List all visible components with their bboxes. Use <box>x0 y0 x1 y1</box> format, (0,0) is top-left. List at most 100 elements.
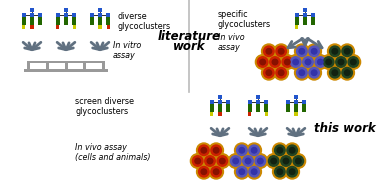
Circle shape <box>324 57 334 67</box>
Circle shape <box>344 70 350 75</box>
Bar <box>22 17 26 21</box>
Bar <box>248 104 252 108</box>
Bar <box>218 95 222 99</box>
Bar <box>256 104 260 108</box>
Bar <box>24 68 108 71</box>
Text: In vivo assay
(cells and animals): In vivo assay (cells and animals) <box>75 143 150 162</box>
Text: In vitro
assay: In vitro assay <box>113 41 141 60</box>
Bar <box>30 17 34 21</box>
Circle shape <box>209 143 223 158</box>
Circle shape <box>263 68 274 78</box>
Circle shape <box>211 166 222 177</box>
Circle shape <box>287 145 297 156</box>
Bar <box>31 25 34 28</box>
Bar <box>90 21 94 25</box>
Circle shape <box>294 44 309 59</box>
Bar <box>295 13 299 17</box>
Bar <box>248 100 252 104</box>
Circle shape <box>233 158 239 164</box>
Circle shape <box>262 65 276 80</box>
Circle shape <box>197 143 211 158</box>
Bar <box>210 108 214 112</box>
Text: work: work <box>173 41 205 53</box>
Circle shape <box>266 154 281 168</box>
Circle shape <box>336 57 346 67</box>
Circle shape <box>334 55 348 69</box>
Text: In vivo
assay: In vivo assay <box>218 33 245 52</box>
Bar <box>72 21 76 25</box>
Text: literature: literature <box>158 31 220 43</box>
Circle shape <box>239 147 245 153</box>
Bar <box>302 108 306 112</box>
Circle shape <box>280 55 294 69</box>
Circle shape <box>350 59 356 65</box>
Circle shape <box>241 154 255 168</box>
Bar <box>56 17 60 21</box>
Circle shape <box>251 169 257 174</box>
Circle shape <box>293 59 299 65</box>
Circle shape <box>307 44 321 59</box>
Circle shape <box>201 169 207 174</box>
Circle shape <box>281 156 291 166</box>
Circle shape <box>253 154 268 168</box>
Bar <box>68 63 83 68</box>
Circle shape <box>293 156 304 166</box>
Bar <box>302 100 306 104</box>
Circle shape <box>215 154 229 168</box>
Circle shape <box>344 48 350 54</box>
Bar <box>22 21 26 25</box>
Circle shape <box>205 156 215 166</box>
Circle shape <box>209 164 223 179</box>
Bar <box>311 21 315 25</box>
Circle shape <box>274 166 285 177</box>
Bar <box>295 21 299 25</box>
Bar <box>38 13 42 17</box>
Circle shape <box>235 143 249 158</box>
Bar <box>30 21 34 25</box>
Circle shape <box>299 48 305 54</box>
Circle shape <box>249 145 259 156</box>
Circle shape <box>197 164 211 179</box>
Bar <box>210 112 214 116</box>
Bar <box>90 13 94 17</box>
Circle shape <box>273 143 287 158</box>
Bar <box>294 104 298 108</box>
Circle shape <box>285 143 299 158</box>
Bar <box>64 8 68 12</box>
Circle shape <box>217 156 228 166</box>
Bar <box>98 25 102 28</box>
Circle shape <box>301 55 315 69</box>
Circle shape <box>326 59 332 65</box>
Bar <box>294 100 298 104</box>
Bar <box>303 21 307 25</box>
Circle shape <box>214 147 219 153</box>
Circle shape <box>309 68 319 78</box>
Bar <box>38 21 42 25</box>
Circle shape <box>260 59 265 65</box>
Circle shape <box>257 158 263 164</box>
Circle shape <box>274 44 288 59</box>
Circle shape <box>318 59 323 65</box>
Circle shape <box>192 156 203 166</box>
Bar <box>49 63 65 68</box>
Bar <box>226 100 230 104</box>
Circle shape <box>315 57 325 67</box>
Bar <box>226 108 230 112</box>
Bar <box>56 25 59 28</box>
Circle shape <box>291 154 305 168</box>
Bar <box>98 21 102 25</box>
Circle shape <box>277 169 283 174</box>
Bar <box>294 95 298 99</box>
Bar <box>38 17 42 21</box>
Circle shape <box>313 55 328 69</box>
Bar <box>295 25 299 28</box>
Circle shape <box>294 65 309 80</box>
Bar <box>286 108 290 112</box>
Bar <box>98 17 102 21</box>
Circle shape <box>285 59 290 65</box>
Bar <box>210 104 214 108</box>
Bar <box>106 17 110 21</box>
Bar <box>218 104 222 108</box>
Text: diverse
glycoclusters: diverse glycoclusters <box>118 12 171 31</box>
Bar <box>286 100 290 104</box>
